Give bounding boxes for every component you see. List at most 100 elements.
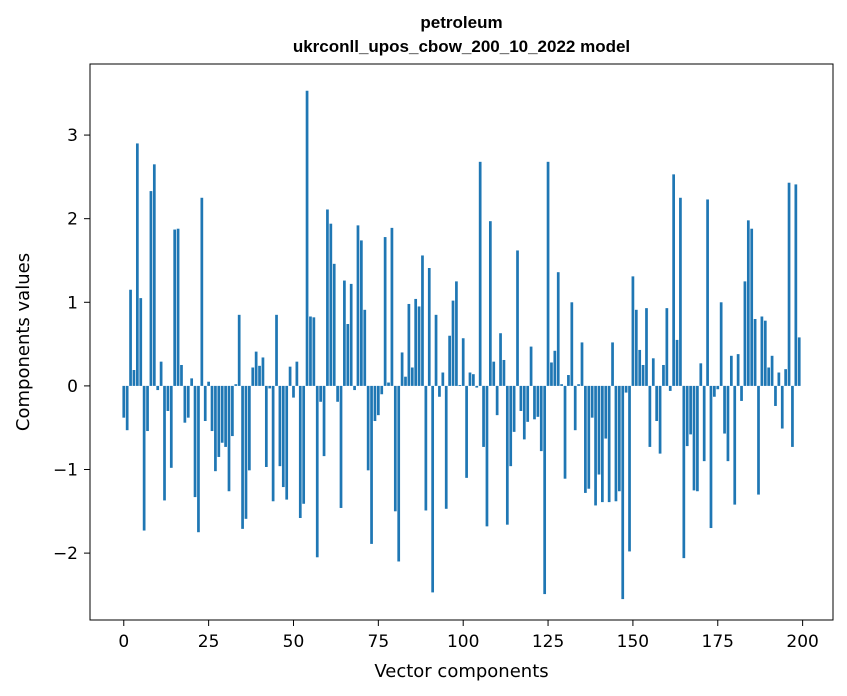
bar xyxy=(614,385,618,502)
bars-group xyxy=(122,90,801,600)
bar xyxy=(438,385,441,397)
x-tick-label: 50 xyxy=(283,632,305,652)
bar xyxy=(743,281,747,386)
bar xyxy=(723,385,726,434)
bar xyxy=(770,355,774,386)
bar xyxy=(261,357,265,386)
bar xyxy=(638,349,642,386)
bar xyxy=(716,385,720,390)
bar xyxy=(258,365,261,386)
bar xyxy=(482,385,485,447)
x-tick-label: 125 xyxy=(532,632,564,652)
x-tick-label: 25 xyxy=(198,632,220,652)
chart-subtitle: ukrconll_upos_cbow_200_10_2022 model xyxy=(293,37,630,56)
bar xyxy=(455,281,458,386)
bar xyxy=(478,161,482,386)
bar xyxy=(702,385,706,462)
bar xyxy=(675,339,679,386)
bar xyxy=(332,263,336,386)
bar xyxy=(329,223,333,386)
bar xyxy=(672,174,675,386)
bar xyxy=(193,385,197,498)
bar xyxy=(472,374,475,386)
y-tick-label: 0 xyxy=(67,377,78,397)
bar xyxy=(451,300,455,386)
bar xyxy=(573,385,577,431)
bar xyxy=(485,385,489,527)
bar xyxy=(757,385,760,495)
x-axis-ticks: 0 25 50 75 100 125 150 175 200 xyxy=(118,620,819,652)
bar xyxy=(424,385,428,511)
bar xyxy=(709,385,713,529)
bar xyxy=(699,363,703,386)
bar xyxy=(288,366,292,386)
bar xyxy=(648,385,652,447)
bar xyxy=(421,255,424,386)
bar xyxy=(319,385,322,402)
bar xyxy=(393,385,397,512)
bar xyxy=(254,351,258,386)
bar xyxy=(305,90,309,386)
bar xyxy=(343,280,346,386)
bar xyxy=(275,314,278,386)
bar xyxy=(353,385,356,391)
bar xyxy=(336,385,339,402)
bar xyxy=(383,237,387,386)
x-axis-label: Vector components xyxy=(374,661,548,682)
bar xyxy=(407,303,411,386)
bar xyxy=(767,367,771,386)
bar xyxy=(312,317,316,386)
y-axis-label: Components values xyxy=(13,253,34,431)
bar xyxy=(522,385,526,440)
bar xyxy=(441,372,445,386)
bar xyxy=(706,199,709,386)
bar xyxy=(166,385,170,411)
bar xyxy=(668,385,672,391)
bar xyxy=(156,385,160,391)
bar xyxy=(370,385,373,544)
bar xyxy=(780,385,784,429)
bar xyxy=(404,376,407,386)
bar xyxy=(465,385,468,478)
bar xyxy=(410,367,414,386)
bar xyxy=(692,385,696,491)
bar xyxy=(298,385,302,518)
bar xyxy=(794,184,798,386)
bar xyxy=(159,361,163,386)
bar xyxy=(217,385,221,457)
bar xyxy=(611,342,614,386)
bar xyxy=(797,337,801,386)
bar xyxy=(601,385,604,503)
bar xyxy=(499,333,502,386)
bar xyxy=(651,358,655,386)
bar xyxy=(791,385,794,447)
bar xyxy=(560,384,563,386)
bar xyxy=(142,385,146,531)
bar xyxy=(570,302,574,386)
bar xyxy=(777,372,781,386)
y-tick-label: 1 xyxy=(67,293,78,313)
bar xyxy=(207,381,210,386)
y-tick-label: 2 xyxy=(67,210,78,230)
bar xyxy=(122,385,126,418)
bar xyxy=(214,385,217,472)
bar xyxy=(363,309,367,386)
bar xyxy=(509,385,513,467)
bar xyxy=(655,385,659,422)
bar xyxy=(641,364,645,386)
bar xyxy=(366,385,370,471)
bar xyxy=(475,385,479,388)
bar xyxy=(231,385,234,437)
bar xyxy=(577,384,580,386)
bar xyxy=(533,385,536,420)
bar xyxy=(163,385,166,501)
bar xyxy=(682,385,686,559)
bar xyxy=(434,314,438,386)
bar xyxy=(448,335,451,386)
bar xyxy=(584,385,587,493)
bar xyxy=(322,385,326,457)
bar xyxy=(285,385,289,500)
bar xyxy=(278,385,282,467)
bar xyxy=(380,385,384,395)
